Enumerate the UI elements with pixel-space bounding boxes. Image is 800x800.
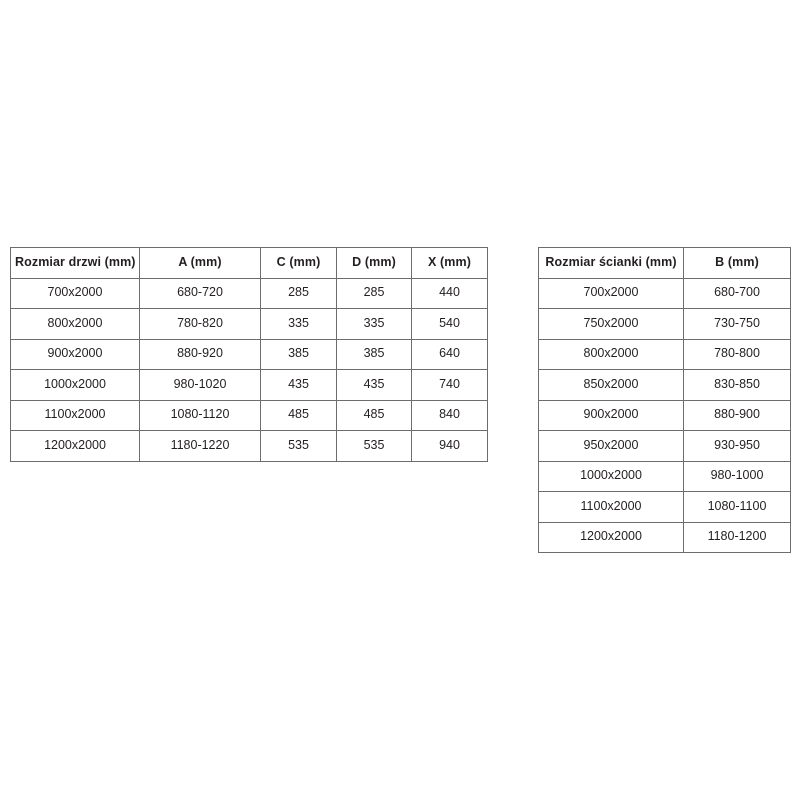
table-row: 700x2000 680-700 [538, 277, 791, 309]
column-header-door-size: Rozmiar drzwi (mm) [10, 247, 140, 279]
cell-b: 680-700 [683, 277, 791, 309]
table-header-row: Rozmiar ścianki (mm) B (mm) [538, 247, 791, 279]
table-row: 1000x2000 980-1020 435 435 740 [10, 369, 488, 401]
cell-door-size: 1200x2000 [10, 430, 140, 462]
table-row: 950x2000 930-950 [538, 430, 791, 462]
cell-d: 485 [336, 399, 412, 431]
column-header-c: C (mm) [260, 247, 337, 279]
table-header-row: Rozmiar drzwi (mm) A (mm) C (mm) D (mm) … [10, 247, 488, 279]
cell-x: 840 [411, 399, 488, 431]
cell-a: 780-820 [139, 308, 261, 340]
cell-d: 335 [336, 308, 412, 340]
cell-wall-size: 850x2000 [538, 369, 684, 401]
cell-b: 730-750 [683, 308, 791, 340]
cell-b: 980-1000 [683, 460, 791, 492]
cell-x: 640 [411, 338, 488, 370]
table-row: 750x2000 730-750 [538, 308, 791, 340]
cell-wall-size: 750x2000 [538, 308, 684, 340]
door-size-table: Rozmiar drzwi (mm) A (mm) C (mm) D (mm) … [10, 247, 488, 462]
cell-c: 285 [260, 277, 337, 309]
cell-b: 780-800 [683, 338, 791, 370]
table-row: 900x2000 880-920 385 385 640 [10, 338, 488, 370]
cell-wall-size: 950x2000 [538, 430, 684, 462]
cell-d: 535 [336, 430, 412, 462]
cell-c: 435 [260, 369, 337, 401]
cell-wall-size: 1200x2000 [538, 521, 684, 553]
column-header-b: B (mm) [683, 247, 791, 279]
cell-b: 830-850 [683, 369, 791, 401]
table-row: 700x2000 680-720 285 285 440 [10, 277, 488, 309]
cell-x: 940 [411, 430, 488, 462]
cell-a: 1180-1220 [139, 430, 261, 462]
cell-d: 285 [336, 277, 412, 309]
cell-a: 980-1020 [139, 369, 261, 401]
cell-door-size: 1000x2000 [10, 369, 140, 401]
cell-wall-size: 800x2000 [538, 338, 684, 370]
cell-a: 1080-1120 [139, 399, 261, 431]
cell-c: 385 [260, 338, 337, 370]
cell-c: 335 [260, 308, 337, 340]
cell-a: 880-920 [139, 338, 261, 370]
table-row: 1100x2000 1080-1100 [538, 491, 791, 523]
cell-door-size: 1100x2000 [10, 399, 140, 431]
cell-d: 385 [336, 338, 412, 370]
column-header-wall-size: Rozmiar ścianki (mm) [538, 247, 684, 279]
table-row: 800x2000 780-820 335 335 540 [10, 308, 488, 340]
cell-x: 440 [411, 277, 488, 309]
table-row: 1100x2000 1080-1120 485 485 840 [10, 399, 488, 431]
cell-wall-size: 1100x2000 [538, 491, 684, 523]
cell-b: 1080-1100 [683, 491, 791, 523]
cell-b: 1180-1200 [683, 521, 791, 553]
cell-x: 740 [411, 369, 488, 401]
table-row: 900x2000 880-900 [538, 399, 791, 431]
column-header-a: A (mm) [139, 247, 261, 279]
cell-c: 485 [260, 399, 337, 431]
cell-door-size: 700x2000 [10, 277, 140, 309]
cell-b: 930-950 [683, 430, 791, 462]
cell-door-size: 800x2000 [10, 308, 140, 340]
cell-x: 540 [411, 308, 488, 340]
table-row: 850x2000 830-850 [538, 369, 791, 401]
cell-b: 880-900 [683, 399, 791, 431]
cell-wall-size: 900x2000 [538, 399, 684, 431]
wall-panel-size-table: Rozmiar ścianki (mm) B (mm) 700x2000 680… [538, 247, 791, 553]
table-row: 1200x2000 1180-1220 535 535 940 [10, 430, 488, 462]
cell-d: 435 [336, 369, 412, 401]
cell-a: 680-720 [139, 277, 261, 309]
cell-wall-size: 700x2000 [538, 277, 684, 309]
column-header-x: X (mm) [411, 247, 488, 279]
column-header-d: D (mm) [336, 247, 412, 279]
table-row: 800x2000 780-800 [538, 338, 791, 370]
table-row: 1000x2000 980-1000 [538, 460, 791, 492]
cell-wall-size: 1000x2000 [538, 460, 684, 492]
cell-c: 535 [260, 430, 337, 462]
table-row: 1200x2000 1180-1200 [538, 521, 791, 553]
cell-door-size: 900x2000 [10, 338, 140, 370]
